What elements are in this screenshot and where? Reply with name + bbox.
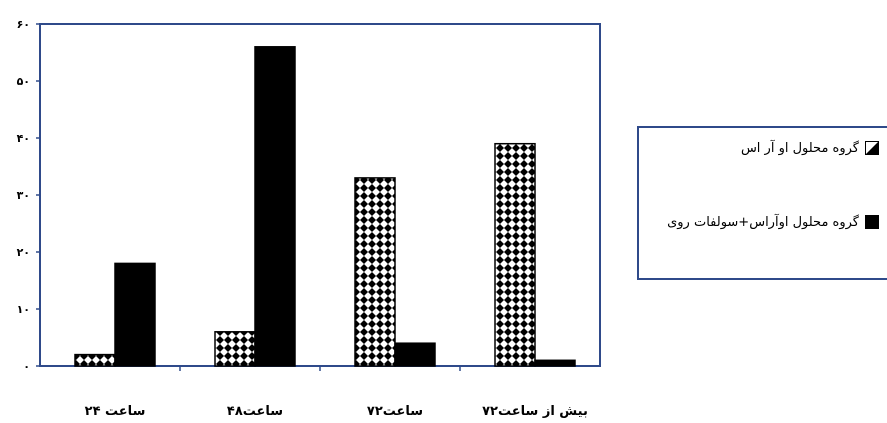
legend-item-ors: گروه محلول او آر اس: [741, 138, 879, 160]
legend-label-ors: گروه محلول او آر اس: [740, 141, 859, 156]
y-tick-label: ۰: [23, 360, 30, 373]
y-tick-label: ۵۰: [17, 75, 30, 88]
bar-ors: [494, 142, 536, 367]
y-tick-label: ۱۰: [17, 303, 30, 316]
x-axis: ساعت ۲۴ ساعت۴۸ ساعت۷۲ بیش از ساعت۷۲: [85, 404, 588, 419]
legend: گروه محلول او آر اس گروه محلول اوآراس+سو…: [637, 126, 887, 280]
bar-ors-zinc: [254, 46, 296, 367]
x-tick-label: ساعت۷۲: [367, 404, 423, 419]
legend-label-ors-zinc: گروه محلول اوآراس+سولفات روی: [667, 215, 859, 230]
x-tick-label: ساعت۴۸: [227, 404, 283, 419]
bar-ors-zinc: [534, 359, 576, 367]
legend-swatch-solid: [865, 214, 879, 229]
y-tick-label: ۲۰: [17, 246, 30, 259]
bar-ors-zinc: [394, 342, 436, 367]
bar-ors: [74, 353, 116, 367]
x-tick-label: ساعت ۲۴: [85, 404, 146, 419]
y-tick-label: ۳۰: [17, 189, 30, 202]
legend-item-ors-zinc: گروه محلول اوآراس+سولفات روی: [639, 212, 879, 234]
bars-group: [74, 46, 576, 371]
legend-swatch-pattern: [865, 140, 879, 155]
y-tick-label: ۴۰: [17, 132, 30, 145]
bar-ors: [214, 331, 256, 367]
y-tick-label: ۶۰: [17, 18, 30, 31]
y-axis: ۰ ۱۰ ۲۰ ۳۰ ۴۰ ۵۰ ۶۰: [17, 18, 40, 373]
bar-ors: [354, 177, 396, 367]
bar-ors-zinc: [114, 262, 156, 367]
x-tick-label: بیش از ساعت۷۲: [482, 404, 588, 419]
